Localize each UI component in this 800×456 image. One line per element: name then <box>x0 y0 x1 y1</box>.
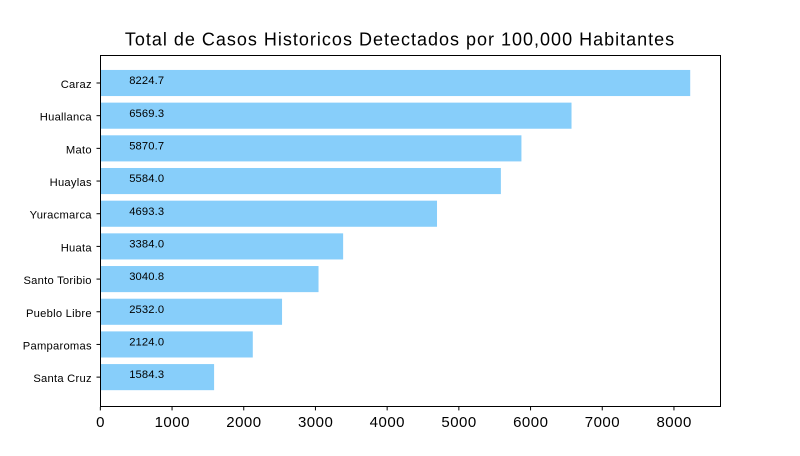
svg-text:4693.3: 4693.3 <box>129 206 164 218</box>
svg-text:Santa Cruz: Santa Cruz <box>33 373 92 385</box>
svg-text:7000: 7000 <box>585 414 620 431</box>
svg-text:Santo Toribio: Santo Toribio <box>23 275 91 287</box>
svg-text:5000: 5000 <box>441 414 476 431</box>
svg-text:Huata: Huata <box>61 242 93 254</box>
svg-text:2000: 2000 <box>226 414 261 431</box>
svg-text:6569.3: 6569.3 <box>129 108 164 120</box>
svg-text:0: 0 <box>96 414 105 431</box>
svg-text:Huaylas: Huaylas <box>50 177 92 189</box>
svg-text:3040.8: 3040.8 <box>129 271 164 283</box>
svg-text:Yuracmarca: Yuracmarca <box>30 210 93 222</box>
svg-text:6000: 6000 <box>513 414 548 431</box>
svg-text:1000: 1000 <box>155 414 190 431</box>
svg-text:2532.0: 2532.0 <box>129 304 164 316</box>
svg-text:Pueblo Libre: Pueblo Libre <box>26 308 92 320</box>
svg-text:3000: 3000 <box>298 414 333 431</box>
svg-text:Total de Casos Historicos Dete: Total de Casos Historicos Detectados por… <box>125 30 675 50</box>
svg-text:1584.3: 1584.3 <box>129 369 164 381</box>
svg-text:Mato: Mato <box>66 144 92 156</box>
svg-text:Pamparomas: Pamparomas <box>23 340 92 352</box>
svg-text:5870.7: 5870.7 <box>129 140 164 152</box>
svg-text:4000: 4000 <box>370 414 405 431</box>
svg-text:Caraz: Caraz <box>61 79 92 91</box>
svg-text:5584.0: 5584.0 <box>129 173 164 185</box>
svg-text:8224.7: 8224.7 <box>129 75 164 87</box>
svg-text:8000: 8000 <box>656 414 691 431</box>
svg-text:Huallanca: Huallanca <box>40 112 93 124</box>
svg-text:2124.0: 2124.0 <box>129 337 164 349</box>
svg-text:3384.0: 3384.0 <box>129 239 164 251</box>
